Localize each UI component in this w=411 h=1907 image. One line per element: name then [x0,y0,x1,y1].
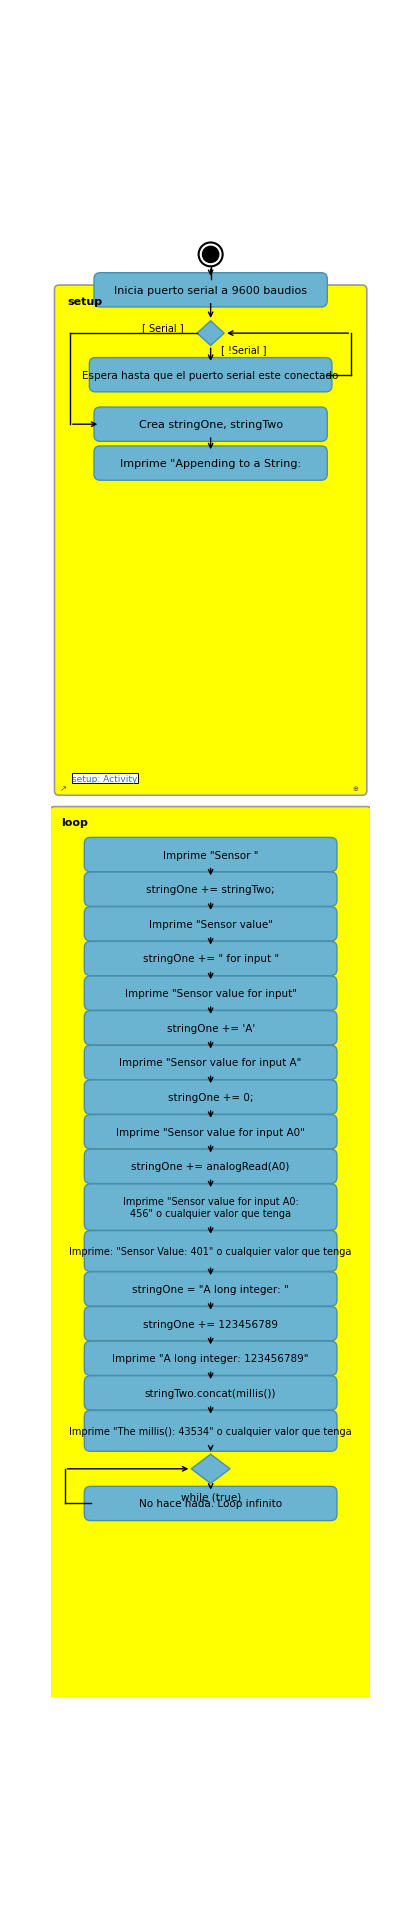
Text: Imprime "The millis(): 43534" o cualquier valor que tenga: Imprime "The millis(): 43534" o cualquie… [69,1426,352,1436]
Text: [ !Serial ]: [ !Serial ] [222,345,267,355]
FancyBboxPatch shape [84,873,337,908]
FancyBboxPatch shape [84,1306,337,1341]
FancyBboxPatch shape [84,1341,337,1375]
Text: stringTwo.concat(millis()): stringTwo.concat(millis()) [145,1388,276,1398]
FancyBboxPatch shape [94,446,327,481]
FancyBboxPatch shape [84,1081,337,1114]
FancyBboxPatch shape [84,1045,337,1079]
Text: Imprime "A long integer: 123456789": Imprime "A long integer: 123456789" [112,1354,309,1364]
FancyBboxPatch shape [89,359,332,393]
Text: ↗: ↗ [60,784,67,793]
Polygon shape [191,1455,230,1484]
FancyBboxPatch shape [84,837,337,871]
FancyBboxPatch shape [84,1116,337,1150]
Text: Imprime "Sensor ": Imprime "Sensor " [163,851,259,860]
Text: stringOne += stringTwo;: stringOne += stringTwo; [146,885,275,894]
Text: Imprime "Sensor value for input": Imprime "Sensor value for input" [125,988,297,999]
FancyBboxPatch shape [84,1011,337,1045]
FancyBboxPatch shape [84,976,337,1011]
FancyBboxPatch shape [94,408,327,442]
Text: Imprime "Sensor value": Imprime "Sensor value" [149,919,272,929]
Text: Imprime "Sensor value for input A": Imprime "Sensor value for input A" [120,1058,302,1068]
Text: stringOne += 'A': stringOne += 'A' [166,1024,255,1034]
Text: setup: Activity: setup: Activity [72,774,138,784]
Circle shape [203,248,219,263]
FancyBboxPatch shape [50,807,372,1699]
FancyBboxPatch shape [84,1487,337,1520]
Text: while (true): while (true) [180,1491,241,1503]
Text: Imprime "Sensor value for input A0": Imprime "Sensor value for input A0" [116,1127,305,1137]
Text: stringOne += 0;: stringOne += 0; [168,1093,254,1102]
FancyBboxPatch shape [84,1377,337,1411]
Text: Imprime: "Sensor Value: 401" o cualquier valor que tenga: Imprime: "Sensor Value: 401" o cualquier… [69,1247,352,1257]
Text: stringOne += " for input ": stringOne += " for input " [143,954,279,963]
Text: Inicia puerto serial a 9600 baudios: Inicia puerto serial a 9600 baudios [114,286,307,296]
FancyBboxPatch shape [84,1150,337,1184]
Text: Crea stringOne, stringTwo: Crea stringOne, stringTwo [139,420,283,429]
Text: ⊕: ⊕ [353,786,359,791]
FancyBboxPatch shape [84,1272,337,1306]
Text: stringOne = "A long integer: ": stringOne = "A long integer: " [132,1283,289,1295]
FancyBboxPatch shape [84,1232,337,1272]
Text: No hace nada. Loop infinito: No hace nada. Loop infinito [139,1499,282,1508]
FancyBboxPatch shape [84,908,337,942]
Text: Imprime "Sensor value for input A0:
456" o cualquier valor que tenga: Imprime "Sensor value for input A0: 456"… [123,1196,298,1219]
Text: stringOne += analogRead(A0): stringOne += analogRead(A0) [132,1161,290,1171]
FancyBboxPatch shape [84,1411,337,1451]
FancyBboxPatch shape [94,273,327,307]
FancyBboxPatch shape [84,942,337,976]
Text: stringOne += 123456789: stringOne += 123456789 [143,1320,278,1329]
FancyBboxPatch shape [55,286,367,795]
Text: loop: loop [62,818,88,828]
Text: setup: setup [67,296,102,307]
FancyBboxPatch shape [84,1184,337,1230]
Polygon shape [197,322,224,347]
Text: Imprime "Appending to a String:: Imprime "Appending to a String: [120,460,301,469]
Text: [ Serial ]: [ Serial ] [142,322,183,334]
Text: Espera hasta que el puerto serial este conectado: Espera hasta que el puerto serial este c… [83,370,339,381]
